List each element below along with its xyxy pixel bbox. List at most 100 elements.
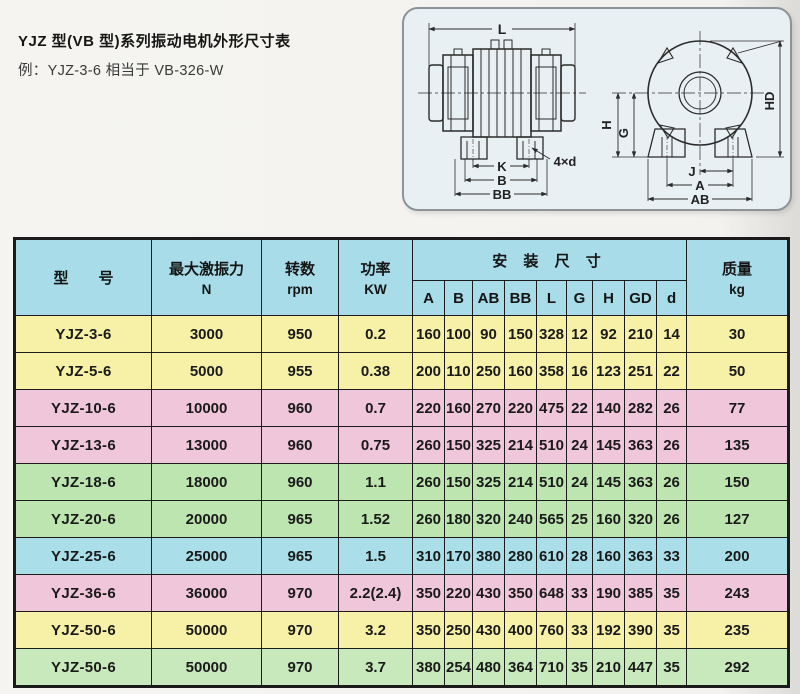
cell-kw: 3.2 bbox=[338, 611, 413, 649]
cell-rpm: 960 bbox=[261, 389, 339, 427]
cell-dim: 26 bbox=[655, 426, 688, 464]
cell-kw: 0.7 bbox=[338, 389, 413, 427]
cell-mass: 77 bbox=[686, 389, 790, 427]
cell-dim: 12 bbox=[566, 315, 593, 353]
cell-model: YJZ-13-6 bbox=[14, 426, 152, 464]
cell-dim: 648 bbox=[536, 574, 567, 612]
cell-dim: 385 bbox=[624, 574, 657, 612]
cell-dim: 192 bbox=[592, 611, 625, 649]
col-header-force-label: 最大激振力 bbox=[168, 261, 244, 278]
cell-dim: 33 bbox=[566, 574, 593, 612]
spec-table-wrap: 型 号 最大激振力 N 转数 rpm 功率 KW 安 装 尺 寸 质量 kg bbox=[13, 237, 791, 688]
subcol-bb: BB bbox=[504, 280, 537, 316]
spec-table: 型 号 最大激振力 N 转数 rpm 功率 KW 安 装 尺 寸 质量 kg bbox=[13, 237, 791, 688]
cell-dim: 310 bbox=[412, 537, 445, 575]
cell-dim: 160 bbox=[444, 389, 473, 427]
cell-dim: 28 bbox=[566, 537, 593, 575]
cell-dim: 150 bbox=[444, 426, 473, 464]
cell-dim: 220 bbox=[412, 389, 445, 427]
cell-force: 36000 bbox=[151, 574, 262, 612]
table-row: YJZ-50-6 50000 970 3.2 350 250 430 400 7… bbox=[14, 611, 790, 649]
example-note: 例：YJZ-3-6 相当于 VB-326-W bbox=[18, 63, 224, 79]
cell-dim: 35 bbox=[566, 648, 593, 687]
cell-dim: 150 bbox=[444, 463, 473, 501]
table-row: YJZ-13-6 13000 960 0.75 260 150 325 214 … bbox=[14, 426, 790, 464]
cell-dim: 24 bbox=[566, 426, 593, 464]
cell-kw: 1.5 bbox=[338, 537, 413, 575]
cell-mass: 50 bbox=[686, 352, 790, 390]
cell-dim: 447 bbox=[624, 648, 657, 687]
dim-label-b: B bbox=[497, 173, 506, 188]
cell-kw: 1.1 bbox=[338, 463, 413, 501]
cell-force: 5000 bbox=[151, 352, 262, 390]
cell-rpm: 970 bbox=[261, 648, 339, 687]
cell-kw: 1.52 bbox=[338, 500, 413, 538]
cell-rpm: 965 bbox=[261, 500, 339, 538]
col-header-power-unit: KW bbox=[364, 282, 387, 297]
cell-dim: 400 bbox=[504, 611, 537, 649]
table-row: YJZ-3-6 3000 950 0.2 160 100 90 150 328 … bbox=[14, 315, 790, 353]
cell-model: YJZ-36-6 bbox=[14, 574, 152, 612]
cell-dim: 35 bbox=[655, 648, 688, 687]
col-header-mounting: 安 装 尺 寸 bbox=[411, 238, 688, 281]
cell-dim: 325 bbox=[472, 426, 505, 464]
cell-model: YJZ-20-6 bbox=[14, 500, 152, 538]
dim-label-g: G bbox=[616, 128, 631, 138]
cell-dim: 90 bbox=[472, 315, 505, 353]
col-header-speed: 转数 rpm bbox=[261, 238, 339, 316]
cell-model: YJZ-50-6 bbox=[14, 648, 152, 687]
dim-label-4xd: 4×d bbox=[554, 154, 577, 169]
table-row: YJZ-10-6 10000 960 0.7 220 160 270 220 4… bbox=[14, 389, 790, 427]
dim-label-j: J bbox=[688, 164, 695, 179]
cell-dim: 123 bbox=[592, 352, 625, 390]
dim-label-a: A bbox=[695, 178, 705, 193]
cell-force: 50000 bbox=[151, 611, 262, 649]
subcol-h: H bbox=[592, 280, 625, 316]
subcol-d: d bbox=[655, 280, 688, 316]
col-header-mass: 质量 kg bbox=[686, 238, 790, 316]
cell-dim: 350 bbox=[412, 611, 445, 649]
cell-dim: 26 bbox=[655, 500, 688, 538]
cell-dim: 320 bbox=[472, 500, 505, 538]
cell-dim: 160 bbox=[592, 500, 625, 538]
cell-dim: 480 bbox=[472, 648, 505, 687]
cell-dim: 145 bbox=[592, 463, 625, 501]
cell-dim: 364 bbox=[504, 648, 537, 687]
cell-dim: 214 bbox=[504, 426, 537, 464]
cell-dim: 170 bbox=[444, 537, 473, 575]
cell-dim: 320 bbox=[624, 500, 657, 538]
col-header-mass-unit: kg bbox=[729, 282, 745, 297]
cell-dim: 22 bbox=[566, 389, 593, 427]
cell-dim: 25 bbox=[566, 500, 593, 538]
cell-dim: 282 bbox=[624, 389, 657, 427]
cell-rpm: 955 bbox=[261, 352, 339, 390]
col-header-power-label: 功率 bbox=[360, 261, 391, 278]
cell-dim: 220 bbox=[444, 574, 473, 612]
mounting-subheader-row: A B AB BB L G H GD d bbox=[15, 280, 789, 316]
cell-dim: 358 bbox=[536, 352, 567, 390]
dimension-drawing-panel: L K B BB 4×d H G HD J A AB bbox=[402, 7, 792, 211]
cell-dim: 430 bbox=[472, 574, 505, 612]
cell-dim: 350 bbox=[412, 574, 445, 612]
side-view bbox=[418, 23, 586, 197]
cell-dim: 510 bbox=[536, 426, 567, 464]
table-row: YJZ-25-6 25000 965 1.5 310 170 380 280 6… bbox=[14, 537, 790, 575]
cell-force: 18000 bbox=[151, 463, 262, 501]
dim-label-l: L bbox=[498, 21, 507, 37]
cell-dim: 710 bbox=[536, 648, 567, 687]
cell-dim: 145 bbox=[592, 426, 625, 464]
end-view bbox=[612, 31, 784, 202]
cell-mass: 150 bbox=[686, 463, 790, 501]
cell-kw: 0.38 bbox=[338, 352, 413, 390]
table-row: YJZ-18-6 18000 960 1.1 260 150 325 214 5… bbox=[14, 463, 790, 501]
subcol-gd: GD bbox=[624, 280, 657, 316]
cell-dim: 14 bbox=[655, 315, 688, 353]
cell-dim: 220 bbox=[504, 389, 537, 427]
cell-dim: 92 bbox=[592, 315, 625, 353]
cell-dim: 565 bbox=[536, 500, 567, 538]
cell-rpm: 960 bbox=[261, 426, 339, 464]
cell-dim: 160 bbox=[412, 315, 445, 353]
col-header-speed-label: 转数 bbox=[284, 261, 315, 278]
cell-rpm: 965 bbox=[261, 537, 339, 575]
